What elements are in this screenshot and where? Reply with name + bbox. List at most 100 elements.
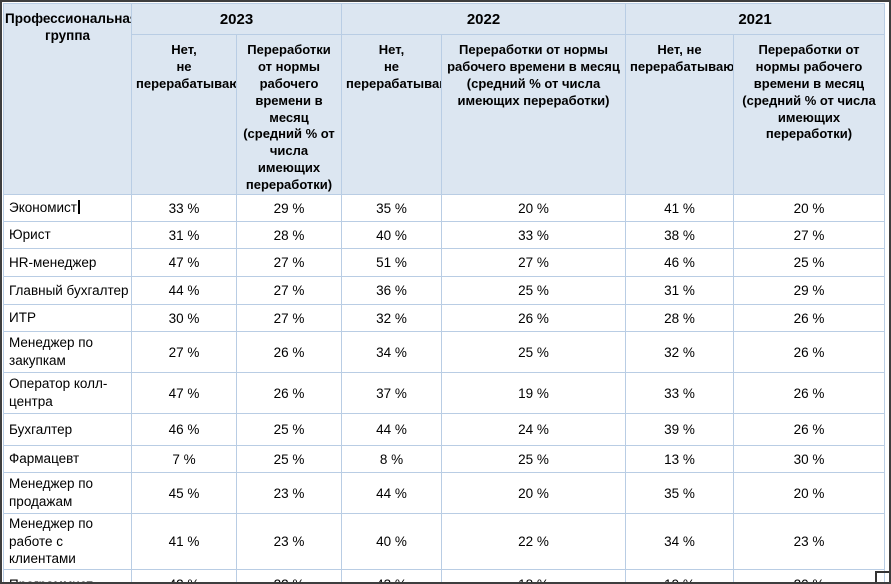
row-label[interactable]: Менеджер по закупкам bbox=[3, 331, 132, 374]
cell[interactable]: 46 % bbox=[131, 413, 237, 447]
cell[interactable]: 27 % bbox=[733, 221, 885, 250]
header-2022-overtime[interactable]: Переработки от нормы рабочего времени в … bbox=[441, 33, 626, 196]
cell[interactable]: 27 % bbox=[236, 304, 342, 333]
cell[interactable]: 8 % bbox=[341, 445, 442, 474]
cell[interactable]: 27 % bbox=[236, 276, 342, 306]
cell[interactable]: 36 % bbox=[341, 276, 442, 306]
cell[interactable]: 25 % bbox=[441, 331, 626, 374]
row-label[interactable]: Программист bbox=[3, 568, 132, 582]
cell[interactable]: 13 % bbox=[625, 445, 734, 474]
cell[interactable]: 47 % bbox=[131, 248, 237, 278]
cell[interactable]: 46 % bbox=[625, 248, 734, 278]
cell[interactable]: 25 % bbox=[441, 445, 626, 474]
cell[interactable]: 27 % bbox=[441, 248, 626, 278]
header-2022-no-overtime[interactable]: Нет, не перерабатываю bbox=[341, 33, 442, 196]
cell[interactable]: 29 % bbox=[733, 276, 885, 306]
cell[interactable]: 45 % bbox=[131, 472, 237, 515]
cell[interactable]: 32 % bbox=[341, 304, 442, 333]
cell[interactable]: 26 % bbox=[733, 304, 885, 333]
cell[interactable]: 18 % bbox=[441, 568, 626, 582]
cell[interactable]: 26 % bbox=[441, 304, 626, 333]
cell[interactable]: 23 % bbox=[236, 513, 342, 570]
row-label[interactable]: Главный бухгалтер bbox=[3, 276, 132, 306]
cell[interactable]: 25 % bbox=[733, 248, 885, 278]
row-label-text: Экономист bbox=[9, 200, 77, 216]
cell[interactable]: 31 % bbox=[625, 276, 734, 306]
row-label[interactable]: HR-менеджер bbox=[3, 248, 132, 278]
cell[interactable]: 19 % bbox=[441, 372, 626, 415]
cell[interactable]: 26 % bbox=[733, 331, 885, 374]
cell[interactable]: 39 % bbox=[625, 413, 734, 447]
row-label[interactable]: Юрист bbox=[3, 221, 132, 250]
table-row: Экономист 33 % 29 % 35 % 20 % 41 % 20 % bbox=[3, 194, 885, 223]
cell[interactable]: 44 % bbox=[341, 413, 442, 447]
header-2021-overtime[interactable]: Переработки от нормы рабочего времени в … bbox=[733, 33, 885, 196]
cell[interactable]: 32 % bbox=[625, 331, 734, 374]
row-label[interactable]: Экономист bbox=[3, 194, 132, 223]
cell[interactable]: 28 % bbox=[625, 304, 734, 333]
cell[interactable]: 7 % bbox=[131, 445, 237, 474]
cell[interactable]: 23 % bbox=[236, 472, 342, 515]
cell[interactable]: 29 % bbox=[236, 194, 342, 223]
cell[interactable]: 34 % bbox=[625, 513, 734, 570]
cell[interactable]: 25 % bbox=[441, 276, 626, 306]
cell[interactable]: 22 % bbox=[236, 568, 342, 582]
cell[interactable]: 41 % bbox=[625, 194, 734, 223]
table-resize-handle-icon[interactable] bbox=[875, 571, 889, 582]
cell[interactable]: 40 % bbox=[341, 513, 442, 570]
cell[interactable]: 35 % bbox=[625, 472, 734, 515]
cell[interactable]: 33 % bbox=[625, 372, 734, 415]
cell[interactable]: 34 % bbox=[341, 331, 442, 374]
cell[interactable]: 40 % bbox=[341, 221, 442, 250]
cell[interactable]: 47 % bbox=[131, 372, 237, 415]
cell[interactable]: 25 % bbox=[236, 445, 342, 474]
cell[interactable]: 20 % bbox=[733, 568, 885, 582]
header-year-2022[interactable]: 2022 bbox=[341, 3, 626, 35]
cell[interactable]: 51 % bbox=[341, 248, 442, 278]
cell[interactable]: 23 % bbox=[733, 513, 885, 570]
cell[interactable]: 38 % bbox=[625, 221, 734, 250]
cell[interactable]: 22 % bbox=[441, 513, 626, 570]
cell[interactable]: 30 % bbox=[733, 445, 885, 474]
cell[interactable]: 26 % bbox=[236, 372, 342, 415]
header-year-2021[interactable]: 2021 bbox=[625, 3, 885, 35]
cell[interactable]: 35 % bbox=[341, 194, 442, 223]
cell[interactable]: 27 % bbox=[131, 331, 237, 374]
cell[interactable]: 26 % bbox=[733, 372, 885, 415]
row-label[interactable]: Фармацевт bbox=[3, 445, 132, 474]
cell[interactable]: 30 % bbox=[131, 304, 237, 333]
cell[interactable]: 20 % bbox=[441, 194, 626, 223]
header-year-2023[interactable]: 2023 bbox=[131, 3, 342, 35]
header-2023-no-overtime[interactable]: Нет, не перерабатываю bbox=[131, 33, 237, 196]
header-2023-overtime[interactable]: Переработки от нормы рабочего времени в … bbox=[236, 33, 342, 196]
cell[interactable]: 20 % bbox=[441, 472, 626, 515]
cell[interactable]: 37 % bbox=[341, 372, 442, 415]
cell[interactable]: 44 % bbox=[341, 472, 442, 515]
row-label[interactable]: Менеджер по продажам bbox=[3, 472, 132, 515]
row-label[interactable]: Бухгалтер bbox=[3, 413, 132, 447]
cell[interactable]: 41 % bbox=[131, 513, 237, 570]
row-label[interactable]: Оператор колл-центра bbox=[3, 372, 132, 415]
cell[interactable]: 20 % bbox=[733, 472, 885, 515]
table-row: Менеджер по продажам 45 % 23 % 44 % 20 %… bbox=[3, 472, 885, 515]
cell[interactable]: 33 % bbox=[131, 194, 237, 223]
cell[interactable]: 44 % bbox=[131, 276, 237, 306]
cell[interactable]: 33 % bbox=[441, 221, 626, 250]
cell[interactable]: 25 % bbox=[236, 413, 342, 447]
cell[interactable]: 20 % bbox=[733, 194, 885, 223]
header-2021-no-overtime[interactable]: Нет, не перерабатываю bbox=[625, 33, 734, 196]
overtime-table: Профессиональная группа 2023 2022 2021 Н… bbox=[3, 2, 885, 582]
row-label[interactable]: ИТР bbox=[3, 304, 132, 333]
cell[interactable]: 28 % bbox=[236, 221, 342, 250]
cell[interactable]: 26 % bbox=[236, 331, 342, 374]
cell[interactable]: 43 % bbox=[341, 568, 442, 582]
row-label[interactable]: Менеджер по работе с клиентами bbox=[3, 513, 132, 570]
cell[interactable]: 31 % bbox=[131, 221, 237, 250]
cell[interactable]: 24 % bbox=[441, 413, 626, 447]
cell[interactable]: 26 % bbox=[733, 413, 885, 447]
cell[interactable]: 19 % bbox=[625, 568, 734, 582]
cell[interactable]: 42 % bbox=[131, 568, 237, 582]
cell[interactable]: 27 % bbox=[236, 248, 342, 278]
table-row: ИТР 30 % 27 % 32 % 26 % 28 % 26 % bbox=[3, 304, 885, 333]
header-professional-group[interactable]: Профессиональная группа bbox=[3, 2, 132, 196]
